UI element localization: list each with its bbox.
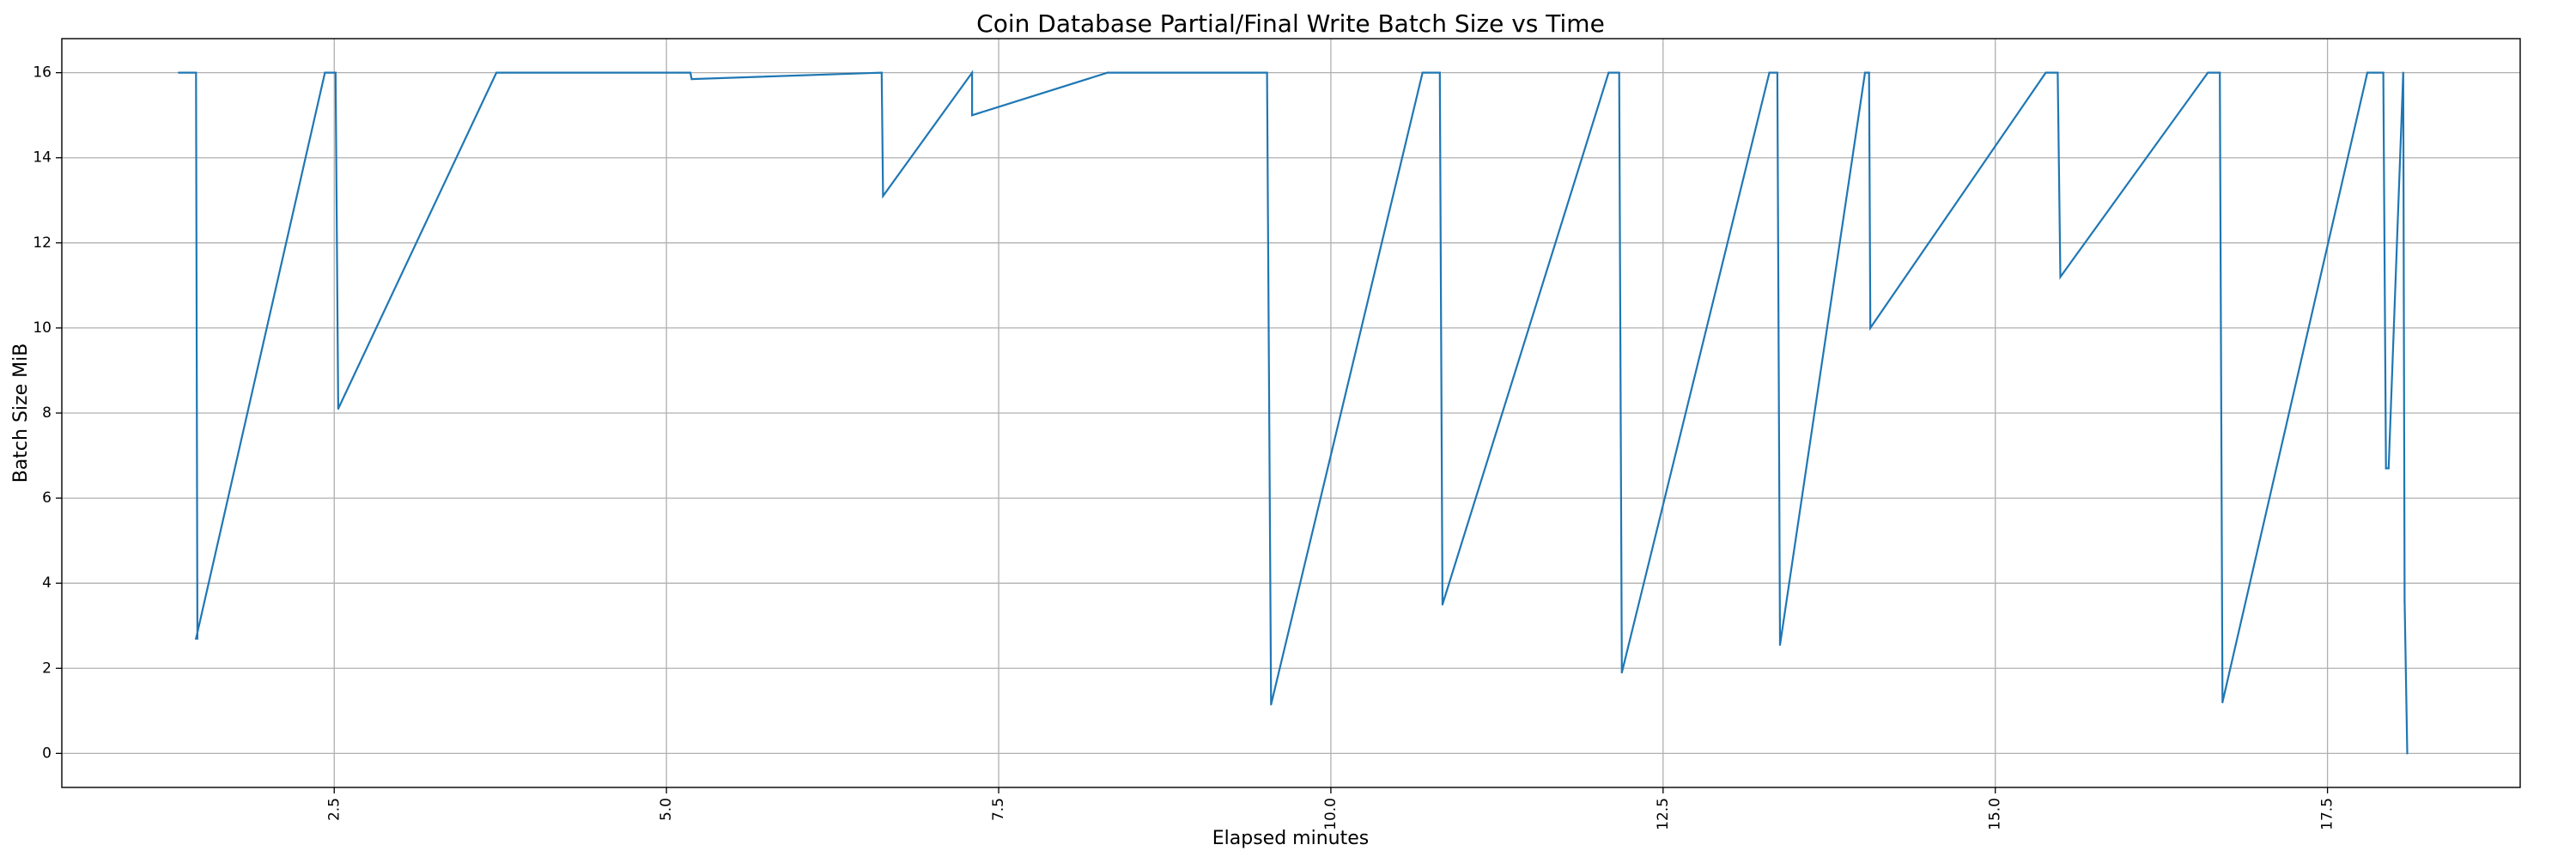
data-point xyxy=(678,71,681,74)
data-point xyxy=(2385,467,2387,470)
data-point xyxy=(2403,599,2406,602)
x-tick-label: 10.0 xyxy=(1322,798,1340,830)
data-point xyxy=(1438,71,1441,74)
y-axis-label: Batch Size MiB xyxy=(10,343,32,483)
series-layer xyxy=(178,70,2409,755)
data-point xyxy=(1776,71,1778,74)
y-tick-label: 8 xyxy=(42,404,52,422)
data-point xyxy=(1441,603,1443,606)
x-tick-label: 15.0 xyxy=(1987,798,2004,830)
y-tick-label: 4 xyxy=(42,574,52,592)
chart-title: Coin Database Partial/Final Write Batch … xyxy=(976,9,1605,38)
x-axis-label: Elapsed minutes xyxy=(1212,828,1369,849)
y-tick-label: 16 xyxy=(33,64,52,82)
data-point xyxy=(1266,71,1268,74)
data-point xyxy=(2366,71,2369,74)
data-point xyxy=(1270,703,1273,706)
data-point xyxy=(2387,467,2390,470)
data-point xyxy=(1620,672,1623,674)
data-point xyxy=(1863,71,1867,74)
y-tick-label: 12 xyxy=(33,234,52,252)
data-point xyxy=(1618,71,1620,74)
data-point xyxy=(690,78,693,81)
data-point xyxy=(2059,276,2062,278)
data-point xyxy=(334,71,337,74)
x-tick-label: 7.5 xyxy=(990,798,1007,821)
data-point xyxy=(195,637,197,640)
data-point xyxy=(2406,752,2409,755)
y-tick-label: 2 xyxy=(42,659,52,677)
data-point xyxy=(971,114,974,117)
data-point xyxy=(882,195,884,198)
data-point xyxy=(971,71,974,74)
data-point xyxy=(1607,71,1610,74)
data-point xyxy=(178,71,180,74)
data-point xyxy=(1778,643,1782,647)
x-tick-label: 2.5 xyxy=(325,798,343,821)
data-point xyxy=(501,71,504,74)
y-tick-label: 0 xyxy=(42,744,52,762)
series-line xyxy=(179,70,2409,754)
data-point xyxy=(324,71,326,74)
data-point xyxy=(1768,71,1771,74)
data-point xyxy=(2402,71,2404,74)
data-point xyxy=(880,71,883,74)
y-tick-label: 6 xyxy=(42,489,52,507)
data-point xyxy=(2382,71,2385,74)
data-point xyxy=(2221,701,2224,704)
data-point xyxy=(1869,326,1872,329)
data-point xyxy=(1250,71,1253,74)
x-tick-label: 17.5 xyxy=(2319,798,2336,830)
data-point xyxy=(1421,71,1424,74)
data-point xyxy=(2044,71,2047,74)
data-point xyxy=(337,407,339,410)
data-point xyxy=(196,637,198,640)
x-tick-label: 5.0 xyxy=(658,798,675,821)
axis-ticks: 2.5 5.0 7.5 10.0 12.5 15.0 17.5 0 2 4 6 8 10 12 14 16 xyxy=(33,64,2336,830)
data-point xyxy=(1868,71,1870,74)
y-tick-label: 14 xyxy=(33,149,52,167)
data-point xyxy=(689,71,692,74)
x-tick-label: 12.5 xyxy=(1655,798,1672,830)
data-point xyxy=(2207,71,2209,74)
data-point xyxy=(1106,71,1109,74)
grid-lines xyxy=(62,39,2520,787)
data-point xyxy=(1113,71,1115,74)
data-point xyxy=(2219,71,2221,74)
data-point xyxy=(495,71,498,74)
y-tick-label: 10 xyxy=(33,319,52,337)
data-point xyxy=(195,71,197,74)
data-point xyxy=(2057,71,2059,74)
